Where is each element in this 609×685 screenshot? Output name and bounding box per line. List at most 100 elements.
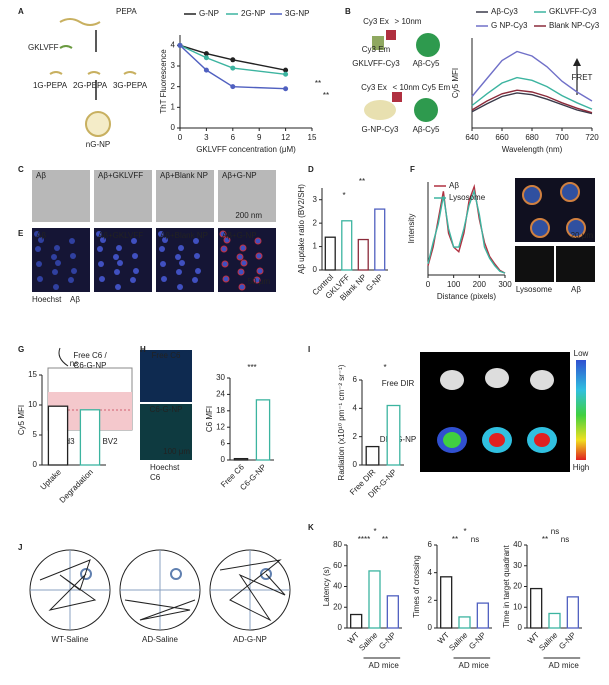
y-tick-label: 80 — [333, 540, 342, 549]
bar — [566, 596, 579, 629]
annotation: ns — [561, 535, 569, 544]
figure-text: Free C6 — [152, 351, 181, 360]
nucleus — [116, 245, 122, 251]
y-tick-label: 3 — [313, 195, 318, 204]
nucleus — [178, 245, 184, 251]
bar — [324, 236, 336, 271]
y-tick-label: 18 — [216, 406, 225, 415]
micrograph-c — [94, 170, 152, 222]
y-tick-label: 40 — [513, 540, 522, 549]
figure-text: E — [18, 229, 24, 238]
figure-text: 2G-PEPA — [73, 81, 108, 90]
figure-text: nG-NP — [86, 140, 110, 149]
annotation: ** — [542, 535, 548, 544]
micrograph-c — [218, 170, 276, 222]
legend-label: Lysosome — [449, 193, 486, 202]
nucleus — [38, 237, 44, 243]
y-tick-label: 2 — [171, 82, 176, 91]
figure-text: C6-G-NP — [74, 361, 107, 370]
figure-text: Hoechst — [150, 463, 180, 472]
nucleus — [113, 254, 119, 260]
annotation: * — [383, 363, 386, 372]
figure-text: Aβ — [70, 295, 80, 304]
x-tick-label: 6 — [231, 133, 236, 142]
y-tick-label: 1 — [313, 242, 318, 251]
nucleus — [70, 253, 76, 259]
x-tick-label: 200 — [473, 280, 487, 289]
nucleus — [256, 267, 264, 275]
nucleus — [161, 276, 167, 282]
y-tick-label: 40 — [333, 582, 342, 591]
figure-text: C — [18, 165, 24, 174]
figure-text: F — [410, 165, 415, 174]
y-tick-label: 6 — [221, 439, 226, 448]
nucleus — [179, 260, 185, 266]
figure-text: Aβ-Cy5 — [413, 125, 440, 134]
legend-label: G-NP — [199, 9, 219, 18]
figure-text: 100 μm — [163, 447, 190, 456]
y-tick-label: 15 — [28, 370, 37, 379]
nucleus — [96, 231, 102, 237]
figure-text: C6 — [150, 473, 161, 482]
marker — [177, 42, 183, 48]
bar — [47, 405, 69, 466]
figure-text: Lysosome — [516, 285, 553, 294]
y-tick-label: 6 — [428, 540, 433, 549]
annotation: FRET — [572, 73, 593, 82]
x-tick-label: Saline — [357, 630, 379, 652]
x-tick-label: 660 — [495, 133, 509, 142]
y-tick-label: 20 — [513, 582, 522, 591]
micrograph-f-green — [515, 246, 554, 282]
bar — [365, 445, 380, 466]
marker — [283, 71, 289, 77]
x-tick-label: Degradation — [58, 468, 95, 505]
x-tick-label: 9 — [257, 133, 262, 142]
legend-label: G NP-Cy3 — [491, 21, 528, 30]
figure-text: > 10nm — [395, 17, 422, 26]
nucleus — [54, 245, 60, 251]
figure-text: Aβ+Blank NP — [160, 171, 208, 180]
legend-label: Aβ — [449, 181, 459, 190]
y-tick-label: 10 — [28, 400, 37, 409]
figure-text: J — [18, 543, 22, 552]
figure-text: Cy3 Em — [362, 45, 391, 54]
nucleus — [35, 246, 41, 252]
nucleus — [160, 261, 166, 267]
figure-text: Cy5 Em — [422, 83, 451, 92]
marker — [283, 86, 289, 92]
y-axis-label: Cy5 MFI — [17, 405, 26, 435]
y-tick-label: 5 — [33, 430, 38, 439]
figure-text: Aβ+Blank NP — [160, 231, 208, 240]
nucleus — [176, 269, 182, 275]
nucleus — [115, 284, 121, 290]
nucleus — [159, 246, 165, 252]
line — [427, 188, 506, 274]
y-axis-label: C6 MFI — [205, 406, 214, 432]
nucleus — [99, 276, 105, 282]
figure-text: G-NP-Cy3 — [362, 125, 399, 134]
nucleus — [133, 268, 139, 274]
nucleus — [253, 276, 261, 284]
group-label: AD mice — [549, 661, 580, 670]
x-tick-label: 300 — [498, 280, 512, 289]
nucleus — [192, 277, 198, 283]
nucleus — [239, 244, 247, 252]
annotation: ns — [471, 535, 479, 544]
annotation: ** — [315, 79, 321, 88]
figure-text: Free C6 / — [73, 351, 107, 360]
bar — [386, 404, 401, 466]
nucleus — [195, 268, 201, 274]
micrograph-c — [156, 170, 214, 222]
y-axis-label: ThT Fluorescence — [159, 49, 168, 114]
line — [471, 50, 593, 102]
schematic-a — [49, 18, 137, 137]
line — [179, 44, 286, 90]
legend-label: Blank NP-Cy3 — [549, 21, 600, 30]
y-tick-label: 0 — [428, 623, 433, 632]
figure-text: Aβ+G-NP — [222, 171, 257, 180]
annotation: ** — [452, 535, 458, 544]
y-tick-label: 0 — [171, 123, 176, 132]
bar — [374, 208, 386, 271]
nucleus — [130, 277, 136, 283]
nucleus — [236, 253, 244, 261]
